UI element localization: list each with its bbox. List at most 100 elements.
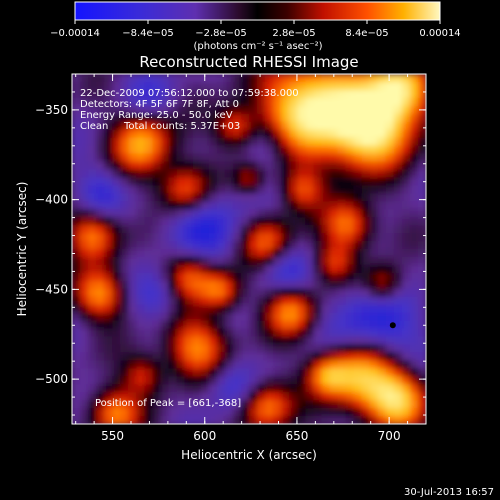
map-cell (265, 392, 274, 401)
map-cell (345, 241, 355, 250)
map-cell (353, 209, 363, 218)
map-cell (337, 392, 347, 401)
map-cell (224, 400, 234, 409)
map-cell (409, 185, 419, 194)
map-cell (216, 249, 226, 258)
colorbar-tick-label: −2.8e−05 (195, 28, 247, 39)
map-cell (184, 304, 194, 314)
map-cell (88, 241, 97, 250)
map-cell (128, 201, 137, 210)
map-cell (128, 81, 137, 91)
map-cell (257, 320, 266, 330)
map-cell (72, 241, 81, 250)
map-cell (128, 161, 137, 171)
map-cell (313, 233, 323, 242)
map-cell (345, 392, 355, 401)
map-cell (281, 304, 290, 314)
map-cell (232, 97, 242, 107)
map-cell (409, 408, 419, 417)
map-cell (369, 217, 379, 226)
map-cell (224, 336, 234, 346)
map-cell (249, 400, 258, 409)
map-cell (385, 328, 395, 338)
map-cell (128, 97, 137, 107)
map-cell (401, 376, 411, 385)
map-cell (353, 153, 363, 163)
map-cell (136, 400, 146, 409)
map-cell (289, 225, 298, 234)
map-cell (120, 328, 129, 338)
map-cell (393, 89, 403, 99)
map-cell (232, 312, 242, 322)
map-cell (313, 368, 323, 377)
map-cell (144, 233, 154, 242)
map-cell (152, 416, 162, 424)
map-cell (168, 304, 178, 314)
map-cell (329, 113, 339, 123)
map-cell (297, 233, 306, 242)
map-cell (313, 312, 323, 322)
map-cell (120, 185, 129, 194)
map-cell (216, 256, 226, 266)
map-cell (176, 296, 186, 306)
map-cell (160, 153, 170, 163)
map-cell (96, 408, 105, 417)
map-cell (224, 105, 234, 115)
colorbar-units-label: (photons cm⁻² s⁻¹ asec⁻²) (193, 41, 322, 52)
map-cell (249, 328, 258, 338)
map-cell (240, 376, 250, 385)
map-cell (120, 177, 129, 186)
map-cell (160, 296, 170, 306)
method-text: Clean (80, 121, 108, 132)
map-cell (249, 161, 258, 171)
map-cell (96, 328, 105, 338)
map-cell (192, 392, 202, 401)
map-cell (417, 121, 426, 131)
map-cell (240, 336, 250, 346)
map-cell (160, 161, 170, 171)
map-cell (289, 113, 298, 123)
map-cell (208, 185, 218, 194)
map-cell (232, 233, 242, 242)
map-cell (329, 264, 339, 274)
map-cell (232, 368, 242, 377)
map-cell (377, 264, 387, 274)
map-cell (409, 217, 419, 226)
map-cell (200, 344, 210, 353)
map-cell (104, 312, 113, 322)
map-cell (401, 328, 411, 338)
map-cell (313, 169, 323, 178)
map-cell (353, 360, 363, 369)
map-cell (369, 296, 379, 306)
map-cell (273, 105, 282, 115)
map-cell (192, 241, 202, 250)
map-cell (232, 264, 242, 274)
map-cell (345, 296, 355, 306)
map-cell (160, 256, 170, 266)
map-cell (273, 74, 282, 83)
map-cell (152, 288, 162, 298)
map-cell (200, 360, 210, 369)
map-cell (120, 312, 129, 322)
map-cell (401, 360, 411, 369)
map-cell (144, 344, 154, 353)
map-cell (232, 296, 242, 306)
map-cell (313, 137, 323, 147)
map-cell (345, 416, 355, 424)
x-tick-label: 700 (378, 429, 401, 443)
map-cell (152, 328, 162, 338)
map-cell (112, 225, 121, 234)
map-cell (289, 97, 298, 107)
map-cell (88, 193, 97, 202)
map-cell (144, 81, 154, 91)
colorbar-frame (74, 1, 441, 21)
map-cell (72, 89, 81, 99)
map-cell (289, 74, 298, 83)
map-cell (112, 296, 121, 306)
map-cell (96, 97, 105, 107)
map-cell (289, 288, 298, 298)
map-cell (184, 145, 194, 155)
map-cell (240, 368, 250, 377)
map-cell (144, 416, 154, 424)
map-cell (369, 137, 379, 147)
